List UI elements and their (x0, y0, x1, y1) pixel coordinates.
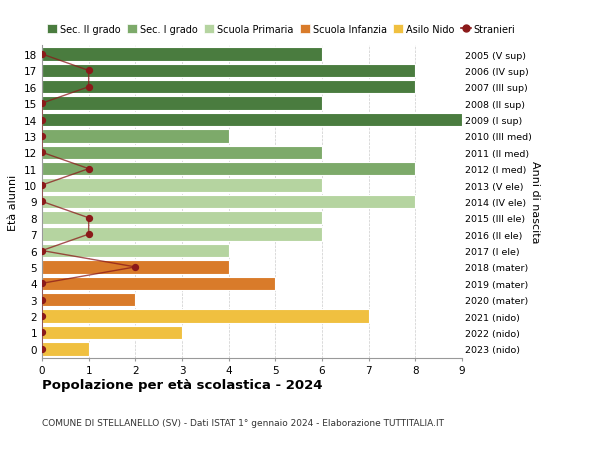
Bar (42, 179, 322, 192)
Point (37, 182, 47, 189)
Bar (42, 146, 322, 160)
Point (37, 313, 47, 320)
Point (37, 117, 47, 124)
Bar (42, 310, 368, 323)
Bar (42, 212, 322, 225)
Legend: Sec. II grado, Sec. I grado, Scuola Primaria, Scuola Infanzia, Asilo Nido, Stran: Sec. II grado, Sec. I grado, Scuola Prim… (47, 25, 515, 35)
Point (84, 231, 94, 238)
Point (37, 51, 47, 59)
Bar (42, 162, 415, 176)
Y-axis label: Età alunni: Età alunni (8, 174, 19, 230)
Point (131, 263, 140, 271)
Point (84, 84, 94, 91)
Point (37, 100, 47, 107)
Bar (42, 48, 322, 62)
Bar (42, 342, 89, 356)
Point (37, 297, 47, 304)
Bar (42, 277, 275, 291)
Bar (42, 130, 229, 143)
Point (37, 247, 47, 255)
Bar (42, 293, 136, 307)
Bar (42, 261, 229, 274)
Point (37, 133, 47, 140)
Point (84, 67, 94, 75)
Bar (42, 97, 322, 111)
Point (37, 345, 47, 353)
Point (37, 329, 47, 336)
Bar (42, 244, 229, 257)
Bar (42, 326, 182, 339)
Point (37, 280, 47, 287)
Bar (42, 228, 322, 241)
Bar (42, 195, 415, 209)
Bar (42, 81, 415, 94)
Bar (42, 65, 415, 78)
Text: COMUNE DI STELLANELLO (SV) - Dati ISTAT 1° gennaio 2024 - Elaborazione TUTTITALI: COMUNE DI STELLANELLO (SV) - Dati ISTAT … (42, 418, 444, 427)
Point (84, 215, 94, 222)
Y-axis label: Anni di nascita: Anni di nascita (530, 161, 540, 243)
Text: Popolazione per età scolastica - 2024: Popolazione per età scolastica - 2024 (42, 379, 323, 392)
Point (37, 198, 47, 206)
Point (84, 166, 94, 173)
Bar (42, 113, 462, 127)
Point (37, 149, 47, 157)
